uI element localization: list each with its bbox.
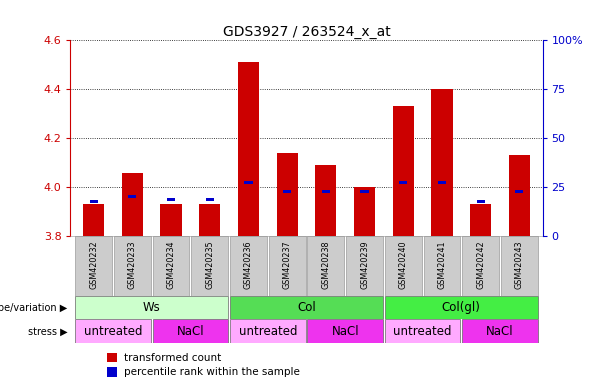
Text: NaCl: NaCl bbox=[332, 325, 359, 338]
Text: Ws: Ws bbox=[143, 301, 161, 314]
Text: GSM420236: GSM420236 bbox=[244, 240, 253, 289]
Text: GSM420243: GSM420243 bbox=[515, 240, 524, 289]
Text: Col: Col bbox=[297, 301, 316, 314]
Bar bbox=[276, 153, 298, 236]
Text: GSM420233: GSM420233 bbox=[128, 240, 137, 289]
Bar bbox=[114, 236, 151, 296]
Text: GSM420234: GSM420234 bbox=[167, 240, 175, 289]
Text: untreated: untreated bbox=[84, 325, 142, 338]
Bar bbox=[399, 180, 407, 184]
Text: GSM420237: GSM420237 bbox=[283, 240, 292, 289]
Bar bbox=[191, 236, 228, 296]
Text: NaCl: NaCl bbox=[177, 325, 204, 338]
Bar bbox=[470, 204, 491, 236]
Bar bbox=[167, 198, 175, 201]
Bar bbox=[283, 190, 291, 193]
Bar bbox=[385, 319, 460, 343]
Text: untreated: untreated bbox=[394, 325, 452, 338]
Bar bbox=[385, 296, 538, 319]
Text: GSM420232: GSM420232 bbox=[89, 240, 98, 289]
Bar bbox=[385, 236, 422, 296]
Bar bbox=[424, 236, 460, 296]
Bar bbox=[245, 180, 253, 184]
Bar bbox=[315, 165, 337, 236]
Bar bbox=[392, 106, 414, 236]
Bar bbox=[268, 236, 305, 296]
Bar bbox=[128, 195, 137, 198]
Text: GSM420239: GSM420239 bbox=[360, 240, 369, 289]
Bar bbox=[501, 236, 538, 296]
Bar bbox=[75, 319, 151, 343]
Bar bbox=[438, 180, 446, 184]
Bar bbox=[462, 319, 538, 343]
Bar bbox=[153, 236, 189, 296]
Bar bbox=[308, 319, 383, 343]
Bar bbox=[83, 204, 104, 236]
Bar bbox=[346, 236, 383, 296]
Text: percentile rank within the sample: percentile rank within the sample bbox=[124, 367, 300, 377]
Bar bbox=[230, 236, 267, 296]
Bar bbox=[230, 319, 305, 343]
Bar bbox=[432, 89, 452, 236]
Bar bbox=[161, 204, 181, 236]
Bar bbox=[509, 156, 530, 236]
Text: untreated: untreated bbox=[238, 325, 297, 338]
Bar bbox=[199, 204, 221, 236]
Bar bbox=[360, 190, 368, 193]
Bar bbox=[516, 190, 524, 193]
Text: transformed count: transformed count bbox=[124, 353, 222, 363]
Text: GSM420242: GSM420242 bbox=[476, 240, 485, 289]
Bar bbox=[89, 200, 97, 203]
Bar bbox=[206, 198, 214, 201]
Bar bbox=[462, 236, 499, 296]
Bar bbox=[122, 172, 143, 236]
Title: GDS3927 / 263524_x_at: GDS3927 / 263524_x_at bbox=[223, 25, 390, 39]
Bar bbox=[354, 187, 375, 236]
Bar bbox=[75, 236, 112, 296]
Text: Col(gl): Col(gl) bbox=[442, 301, 481, 314]
Bar bbox=[153, 319, 228, 343]
Text: GSM420240: GSM420240 bbox=[398, 240, 408, 289]
Bar bbox=[75, 296, 228, 319]
Bar bbox=[476, 200, 485, 203]
Text: genotype/variation ▶: genotype/variation ▶ bbox=[0, 303, 67, 313]
Text: GSM420241: GSM420241 bbox=[438, 240, 446, 289]
Text: stress ▶: stress ▶ bbox=[28, 326, 67, 336]
Text: NaCl: NaCl bbox=[486, 325, 514, 338]
Bar bbox=[230, 296, 383, 319]
Text: GSM420235: GSM420235 bbox=[205, 240, 215, 289]
Bar bbox=[322, 190, 330, 193]
Bar bbox=[238, 62, 259, 236]
Bar bbox=[308, 236, 345, 296]
Text: GSM420238: GSM420238 bbox=[321, 240, 330, 289]
